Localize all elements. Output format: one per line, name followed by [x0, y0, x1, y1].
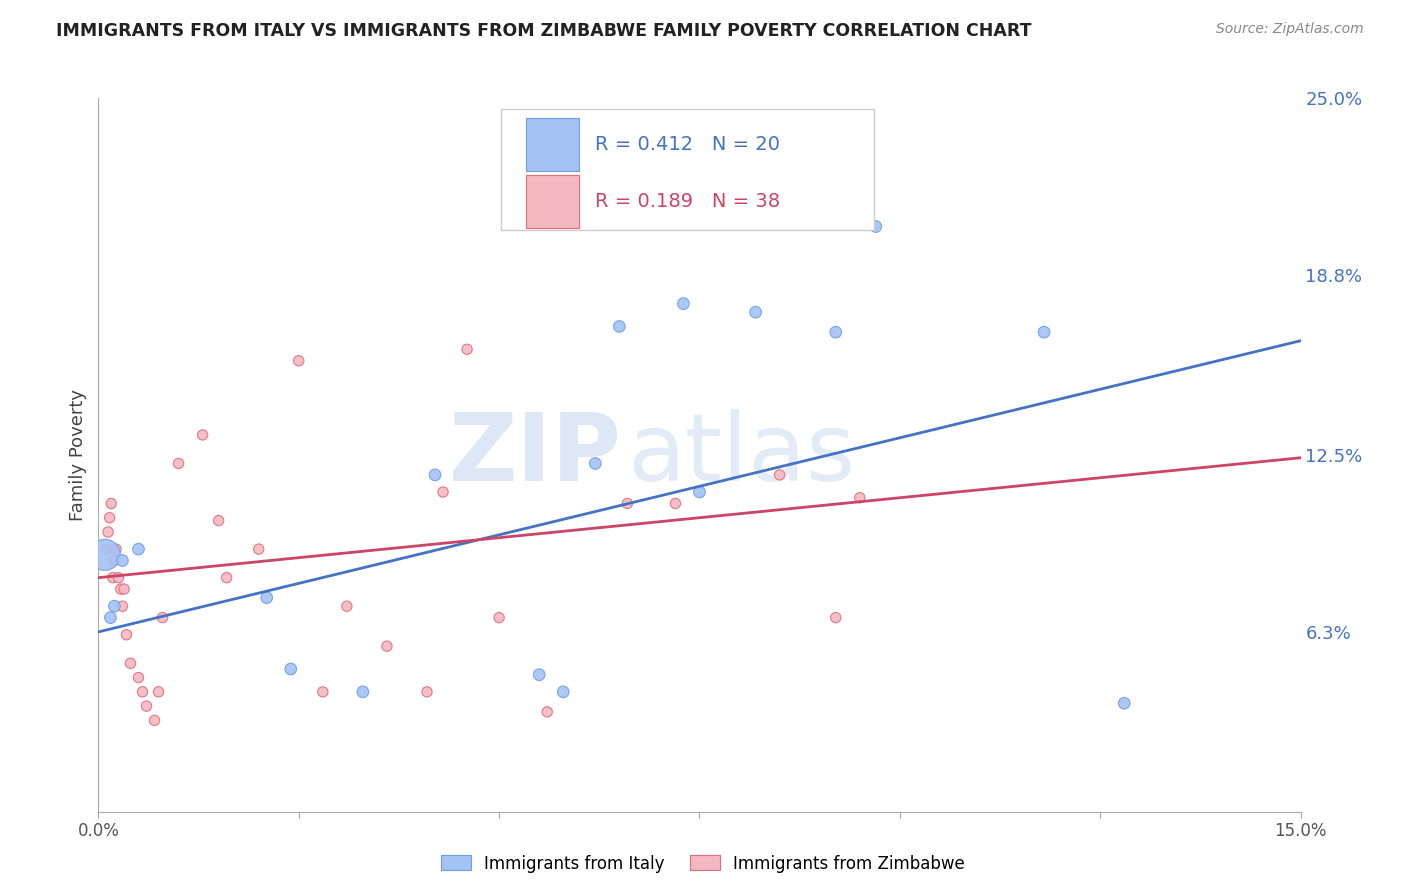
Point [191, 428, 214, 442]
Point [100, 496, 122, 510]
Point [97, 524, 120, 539]
Point [110, 582, 132, 596]
Point [824, 610, 846, 624]
Point [664, 496, 686, 510]
Point [336, 599, 359, 614]
FancyBboxPatch shape [526, 118, 579, 171]
Point [111, 599, 134, 614]
Point [143, 714, 166, 728]
Point [583, 457, 606, 471]
Point [256, 591, 278, 605]
Text: R = 0.189   N = 38: R = 0.189 N = 38 [595, 192, 780, 211]
Point [456, 343, 478, 357]
Point [352, 685, 374, 699]
Legend: Immigrants from Italy, Immigrants from Zimbabwe: Immigrants from Italy, Immigrants from Z… [434, 848, 972, 880]
Point [112, 582, 135, 596]
Point [280, 662, 302, 676]
Point [423, 467, 446, 482]
Point [115, 628, 138, 642]
Point [769, 467, 792, 482]
Point [536, 705, 558, 719]
FancyBboxPatch shape [526, 175, 579, 228]
Point [1033, 325, 1056, 339]
Point [208, 514, 231, 528]
Point [100, 610, 122, 624]
Point [135, 699, 157, 714]
Text: ZIP: ZIP [449, 409, 621, 501]
Point [609, 319, 631, 334]
Point [416, 685, 439, 699]
Point [432, 485, 454, 500]
Point [107, 571, 129, 585]
Text: R = 0.412   N = 20: R = 0.412 N = 20 [595, 135, 780, 154]
Point [148, 685, 170, 699]
Text: IMMIGRANTS FROM ITALY VS IMMIGRANTS FROM ZIMBABWE FAMILY POVERTY CORRELATION CHA: IMMIGRANTS FROM ITALY VS IMMIGRANTS FROM… [56, 22, 1032, 40]
Point [98, 510, 121, 524]
Text: atlas: atlas [627, 409, 856, 501]
Point [101, 571, 124, 585]
Point [215, 571, 238, 585]
Point [375, 639, 398, 653]
Point [689, 485, 711, 500]
FancyBboxPatch shape [501, 109, 873, 230]
Point [312, 685, 335, 699]
Point [529, 667, 551, 681]
Point [94, 548, 117, 562]
Point [1114, 696, 1136, 710]
Point [131, 685, 153, 699]
Point [824, 325, 846, 339]
Point [849, 491, 872, 505]
Point [247, 542, 270, 557]
Point [103, 599, 125, 614]
Point [288, 353, 311, 368]
Point [744, 305, 766, 319]
Point [105, 542, 128, 557]
Y-axis label: Family Poverty: Family Poverty [69, 389, 87, 521]
Point [553, 685, 575, 699]
Text: Source: ZipAtlas.com: Source: ZipAtlas.com [1216, 22, 1364, 37]
Point [152, 610, 174, 624]
Point [111, 553, 134, 567]
Point [488, 610, 510, 624]
Point [120, 657, 142, 671]
Point [103, 553, 125, 567]
Point [128, 542, 150, 557]
Point [865, 219, 887, 234]
Point [128, 671, 150, 685]
Point [616, 496, 638, 510]
Point [167, 457, 190, 471]
Point [96, 542, 118, 557]
Point [672, 296, 695, 310]
